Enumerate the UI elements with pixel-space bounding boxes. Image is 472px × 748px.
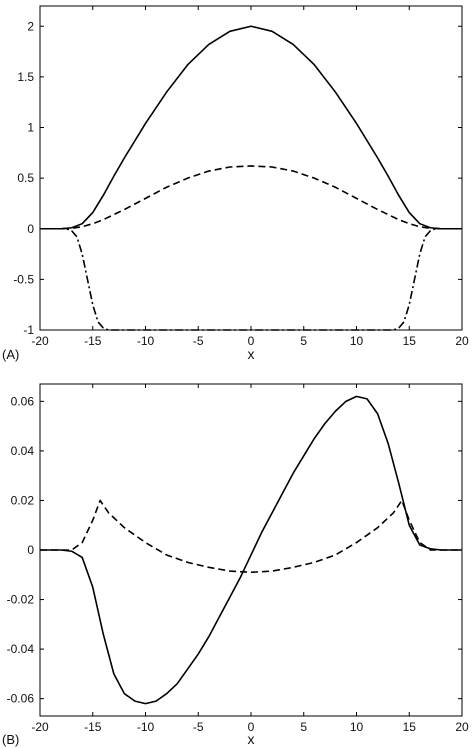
x-tick-label: 10 (350, 334, 364, 348)
y-tick-label: 0 (27, 222, 34, 236)
x-tick-label: -5 (193, 720, 204, 734)
panel-label: (B) (2, 732, 19, 747)
panel-b: -20 -15 -10 -5 0 5 10 15 20 -0.06 -0.04 -0.02 0 0.02 0… (2, 383, 469, 747)
y-tick-label: 1.5 (17, 70, 34, 84)
x-axis-label: x (248, 731, 255, 747)
x-tick-label: 5 (300, 720, 307, 734)
x-tick-label: 15 (403, 334, 417, 348)
x-tick-label: -20 (31, 334, 49, 348)
x-tick-label: -20 (31, 720, 49, 734)
y-tick-label: 0.04 (11, 444, 35, 458)
x-tick-label: 15 (403, 720, 417, 734)
x-tick-label: -10 (137, 720, 155, 734)
x-tick-label: 0 (248, 334, 255, 348)
x-tick-label: 20 (455, 720, 469, 734)
panel-a: -20 -15 -10 -5 0 5 10 15 20 -1 -0.5 0 0.5 1 1.5 2 x (A) (2, 5, 469, 362)
x-tick-label: -15 (84, 334, 102, 348)
panel-label: (A) (2, 347, 19, 362)
series-line-dashed (40, 165, 462, 230)
x-tick-label: 20 (455, 334, 469, 348)
y-tick-label: 0.02 (11, 493, 35, 507)
x-tick-label: -5 (193, 334, 204, 348)
series-line-dashed (40, 499, 462, 574)
y-tick-label: 0.5 (17, 171, 34, 185)
x-tick-label: -15 (84, 720, 102, 734)
x-tick-label: 5 (300, 334, 307, 348)
x-axis-label: x (248, 346, 255, 362)
y-tick-label: 1 (27, 121, 34, 135)
y-tick-label: -0.06 (7, 692, 35, 706)
x-tick-label: 0 (248, 720, 255, 734)
y-tick-label: 2 (27, 19, 34, 33)
x-tick-label: 10 (350, 720, 364, 734)
series-line-solid (40, 395, 462, 705)
y-tick-label: 0.06 (11, 394, 35, 408)
plot-frame (39, 383, 463, 717)
y-tick-label: -0.04 (7, 642, 35, 656)
x-tick-label: -10 (137, 334, 155, 348)
y-tick-label: -1 (23, 323, 34, 337)
y-tick-label: 0 (27, 543, 34, 557)
series-line-dashdot (40, 227, 462, 331)
plot-frame (39, 5, 463, 331)
y-tick-label: -0.5 (13, 272, 34, 286)
series-line-solid (40, 25, 462, 230)
y-tick-label: -0.02 (7, 593, 35, 607)
